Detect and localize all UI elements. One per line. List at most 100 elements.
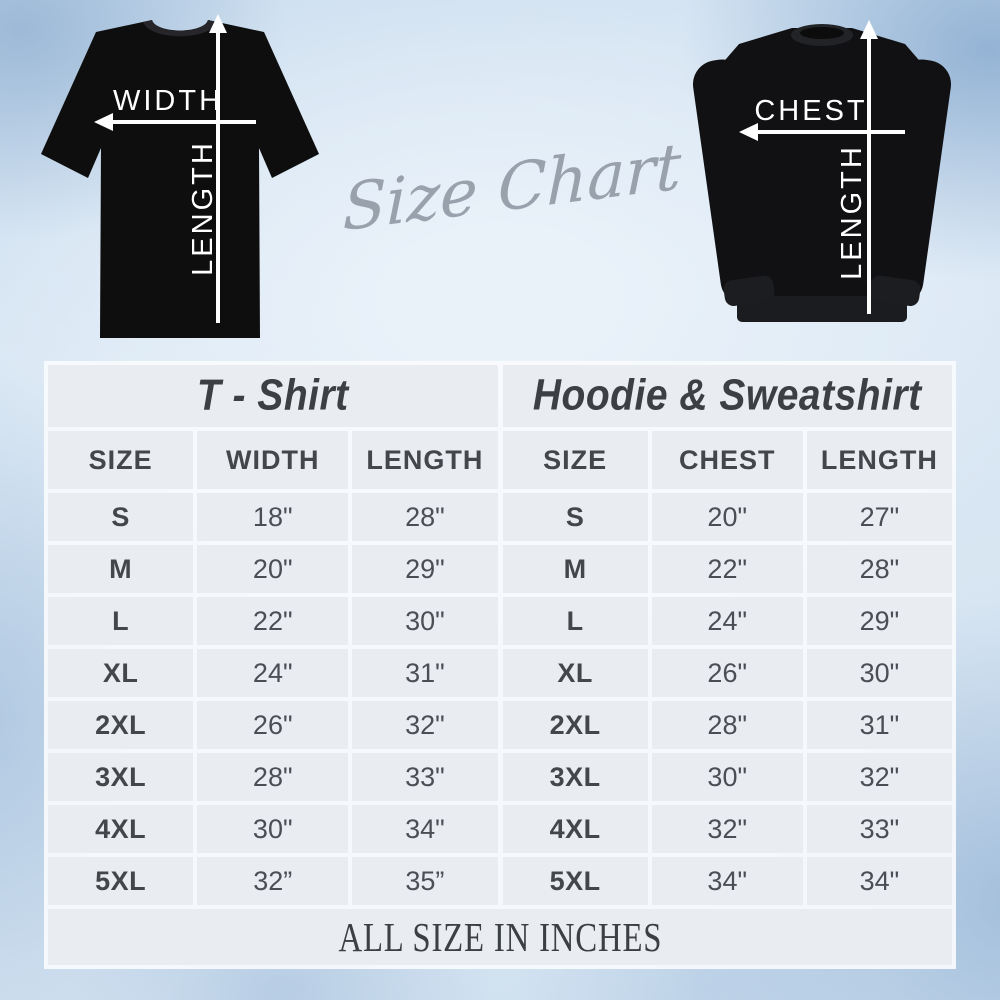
chest-cell: 20" (651, 493, 803, 541)
chest-cell: 28" (651, 701, 803, 749)
width-cell: 22" (197, 597, 349, 645)
sweatshirt-silhouette (692, 28, 952, 305)
tshirt-table-title-text: T - Shirt (196, 371, 349, 420)
size-cell: 4XL (502, 805, 648, 853)
table-row: 2XL 28" 31" (502, 701, 952, 749)
tables-row: T - Shirt SIZE WIDTH LENGTH S 18" 28" (48, 365, 952, 905)
table-row: L 24" 29" (502, 597, 952, 645)
size-cell: 3XL (48, 753, 194, 801)
table-row: XL 26" 30" (502, 649, 952, 697)
sweatshirt-hem (737, 296, 907, 322)
tshirt-collar (143, 20, 217, 37)
size-cell: 5XL (48, 857, 194, 905)
chest-cell: 34" (651, 857, 803, 905)
width-cell: 26" (197, 701, 349, 749)
table-row: 3XL 28" 33" (48, 753, 498, 801)
size-cell: XL (48, 649, 194, 697)
table-row: 5XL 32” 35” (48, 857, 498, 905)
hoodie-table-title-text: Hoodie & Sweatshirt (532, 371, 922, 420)
length-cell: 31" (352, 649, 498, 697)
units-note: ALL SIZE IN INCHES (48, 909, 952, 965)
tshirt-table-title: T - Shirt (48, 365, 498, 427)
length-cell: 33" (806, 805, 952, 853)
table-row: 4XL 32" 33" (502, 805, 952, 853)
hoodie-table-header: SIZE CHEST LENGTH (502, 431, 952, 489)
length-label: LENGTH (836, 144, 868, 280)
sweatshirt-cuff-right (869, 275, 921, 307)
table-row: M 22" 28" (502, 545, 952, 593)
column-header-size: SIZE (48, 431, 194, 489)
tshirt-image: WIDTH LENGTH (41, 14, 319, 338)
size-cell: S (502, 493, 648, 541)
table-row: 3XL 30" 32" (502, 753, 952, 801)
length-label: LENGTH (187, 140, 219, 276)
chest-cell: 24" (651, 597, 803, 645)
table-row: XL 24" 31" (48, 649, 498, 697)
column-header-length: LENGTH (352, 431, 498, 489)
size-cell: L (502, 597, 648, 645)
length-cell: 30" (806, 649, 952, 697)
size-cell: 4XL (48, 805, 194, 853)
size-cell: 5XL (502, 857, 648, 905)
sweatshirt-collar-inner (800, 27, 844, 39)
length-cell: 29" (352, 545, 498, 593)
column-header-width: WIDTH (197, 431, 349, 489)
width-arrow (94, 113, 256, 131)
size-table: T - Shirt SIZE WIDTH LENGTH S 18" 28" (44, 361, 956, 969)
tshirt-table-header: SIZE WIDTH LENGTH (48, 431, 498, 489)
table-row: 5XL 34" 34" (502, 857, 952, 905)
column-header-chest: CHEST (651, 431, 803, 489)
length-cell: 31" (806, 701, 952, 749)
sweatshirt-cuff-left (723, 275, 775, 307)
hoodie-table-title: Hoodie & Sweatshirt (502, 365, 952, 427)
length-cell: 34" (806, 857, 952, 905)
width-cell: 18" (197, 493, 349, 541)
chest-cell: 26" (651, 649, 803, 697)
table-row: L 22" 30" (48, 597, 498, 645)
size-cell: XL (502, 649, 648, 697)
width-cell: 32” (197, 857, 349, 905)
length-cell: 35” (352, 857, 498, 905)
tshirt-silhouette (41, 20, 319, 338)
chest-cell: 32" (651, 805, 803, 853)
length-arrow (860, 20, 878, 314)
size-cell: S (48, 493, 194, 541)
units-note-text: ALL SIZE IN INCHES (338, 914, 662, 960)
width-cell: 28" (197, 753, 349, 801)
tshirt-table: T - Shirt SIZE WIDTH LENGTH S 18" 28" (48, 365, 498, 905)
length-cell: 28" (352, 493, 498, 541)
size-cell: 3XL (502, 753, 648, 801)
size-cell: L (48, 597, 194, 645)
script-title: Size Chart (342, 129, 682, 247)
size-cell: M (502, 545, 648, 593)
size-cell: 2XL (502, 701, 648, 749)
chest-cell: 30" (651, 753, 803, 801)
table-row: 4XL 30" 34" (48, 805, 498, 853)
hoodie-table: Hoodie & Sweatshirt SIZE CHEST LENGTH S … (502, 365, 952, 905)
width-cell: 24" (197, 649, 349, 697)
length-cell: 30" (352, 597, 498, 645)
sweatshirt-image: CHEST LENGTH (692, 20, 952, 322)
length-cell: 29" (806, 597, 952, 645)
width-label: WIDTH (113, 85, 223, 117)
chest-arrow (739, 123, 905, 141)
width-cell: 30" (197, 805, 349, 853)
table-row: 2XL 26" 32" (48, 701, 498, 749)
length-cell: 33" (352, 753, 498, 801)
length-arrow (209, 14, 227, 323)
table-row: S 20" 27" (502, 493, 952, 541)
table-row: M 20" 29" (48, 545, 498, 593)
length-cell: 32" (352, 701, 498, 749)
chest-cell: 22" (651, 545, 803, 593)
table-row: S 18" 28" (48, 493, 498, 541)
column-header-size: SIZE (502, 431, 648, 489)
tshirt-table-rows: S 18" 28" M 20" 29" L 22" (48, 493, 498, 905)
column-header-length: LENGTH (806, 431, 952, 489)
width-cell: 20" (197, 545, 349, 593)
length-cell: 28" (806, 545, 952, 593)
length-cell: 27" (806, 493, 952, 541)
length-cell: 34" (352, 805, 498, 853)
size-cell: 2XL (48, 701, 194, 749)
hoodie-table-rows: S 20" 27" M 22" 28" L 24" (502, 493, 952, 905)
